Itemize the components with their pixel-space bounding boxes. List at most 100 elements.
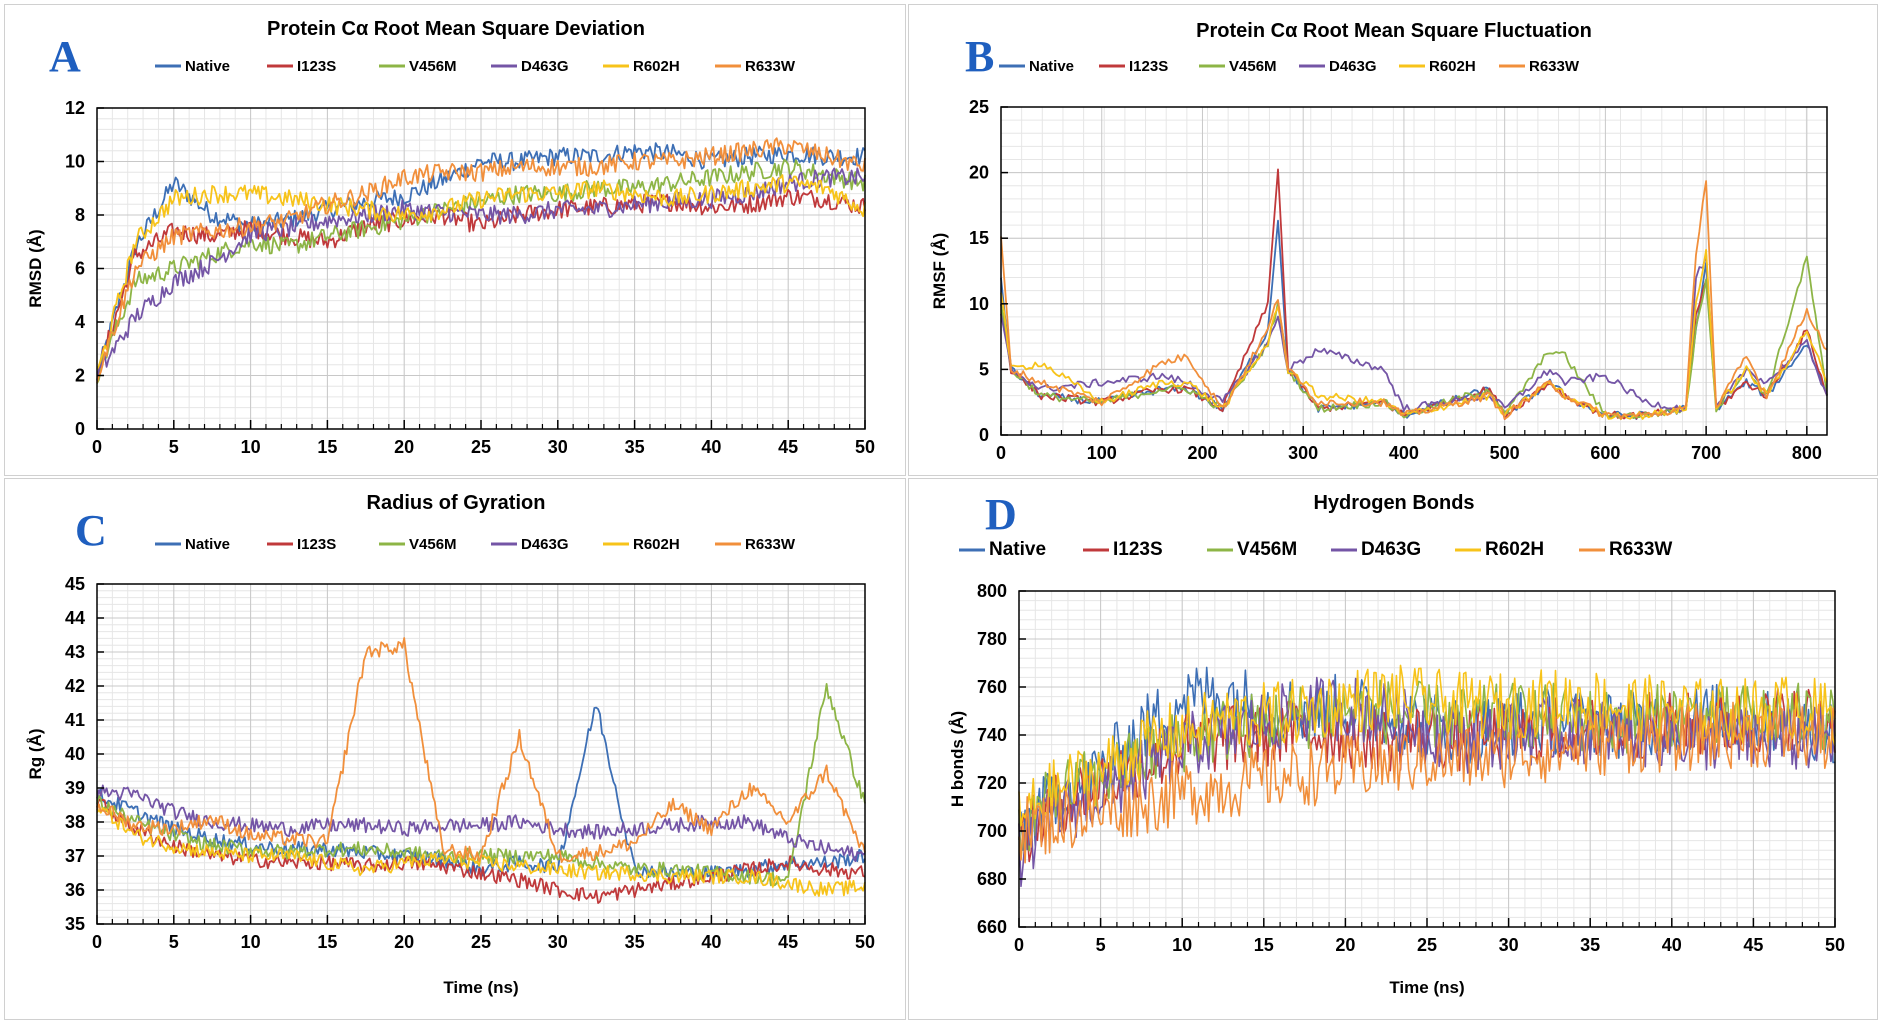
x-tick-label: 35 [625, 437, 645, 457]
y-tick-label: 680 [977, 869, 1007, 889]
x-tick-label: 800 [1792, 443, 1822, 463]
series-line-d463g [96, 167, 866, 381]
panel-d: D Hydrogen Bonds Native I123S V456M D463G R60… [908, 478, 1878, 1020]
y-tick-label: 39 [65, 778, 85, 798]
y-tick-label: 35 [65, 914, 85, 934]
panel-a: A Protein Cα Root Mean Square Deviation N… [4, 4, 906, 476]
legend-label: R633W [745, 58, 796, 75]
y-tick-label: 43 [65, 642, 85, 662]
y-tick-label: 41 [65, 710, 85, 730]
y-tick-label: 760 [977, 677, 1007, 697]
x-axis-label: Time (ns) [443, 978, 518, 997]
x-tick-label: 100 [1087, 443, 1117, 463]
legend-label: R633W [745, 536, 796, 553]
y-tick-label: 740 [977, 725, 1007, 745]
x-axis-label: Time (ns) [1389, 978, 1464, 997]
y-tick-label: 20 [969, 163, 989, 183]
y-tick-label: 44 [65, 608, 85, 628]
x-tick-label: 40 [701, 437, 721, 457]
series-line-r602h [96, 174, 866, 370]
x-tick-label: 40 [1662, 935, 1682, 955]
y-tick-label: 25 [969, 97, 989, 117]
y-tick-label: 40 [65, 744, 85, 764]
y-tick-label: 10 [65, 152, 85, 172]
x-tick-label: 400 [1389, 443, 1419, 463]
legend-label: R602H [1485, 539, 1544, 560]
x-tick-label: 15 [317, 932, 337, 952]
x-tick-label: 50 [1825, 935, 1845, 955]
legend-label: Native [1029, 58, 1074, 75]
x-tick-label: 20 [1335, 935, 1355, 955]
hbond-chart: Hydrogen Bonds Native I123S V456M D463G R602H… [948, 492, 1845, 997]
y-tick-label: 45 [65, 574, 85, 594]
legend-label: I123S [297, 536, 336, 553]
series-line-native [96, 142, 866, 374]
legend-label: I123S [1113, 539, 1163, 560]
legend-label: Native [185, 58, 230, 75]
series-line-r602h [1000, 248, 1828, 421]
x-tick-label: 45 [778, 437, 798, 457]
legend-label: D463G [521, 58, 569, 75]
y-tick-label: 2 [75, 366, 85, 386]
x-tick-label: 25 [471, 932, 491, 952]
x-tick-label: 600 [1590, 443, 1620, 463]
chart-title: Radius of Gyration [367, 492, 546, 514]
y-tick-label: 700 [977, 821, 1007, 841]
chart-title: Protein Cα Root Mean Square Deviation [267, 18, 645, 40]
x-tick-label: 30 [548, 932, 568, 952]
y-tick-label: 10 [969, 294, 989, 314]
legend-label: Native [989, 539, 1046, 560]
series-line-v456m [96, 158, 866, 384]
chart-title: Hydrogen Bonds [1313, 492, 1474, 514]
legend-label: I123S [297, 58, 336, 75]
y-tick-label: 38 [65, 812, 85, 832]
x-tick-label: 20 [394, 437, 414, 457]
series-line-r633w [1018, 701, 1836, 864]
panel-letter-a: A [49, 32, 81, 81]
x-tick-label: 0 [92, 437, 102, 457]
x-tick-label: 20 [394, 932, 414, 952]
series-line-r633w [96, 137, 866, 383]
y-tick-label: 0 [75, 419, 85, 439]
x-tick-label: 25 [1417, 935, 1437, 955]
x-tick-label: 45 [778, 932, 798, 952]
legend-label: V456M [1229, 58, 1277, 75]
y-axis-label: Rg (Å) [26, 729, 45, 780]
y-axis-label: RMSF (Å) [930, 233, 949, 309]
x-tick-label: 0 [996, 443, 1006, 463]
x-tick-label: 5 [169, 932, 179, 952]
legend-label: R633W [1529, 58, 1580, 75]
legend-label: R633W [1609, 539, 1672, 560]
legend-label: V456M [1237, 539, 1297, 560]
x-tick-label: 50 [855, 437, 875, 457]
y-tick-label: 660 [977, 917, 1007, 937]
x-tick-label: 10 [241, 932, 261, 952]
plot-frame [1000, 106, 1828, 436]
x-tick-label: 30 [548, 437, 568, 457]
legend-label: V456M [409, 58, 457, 75]
legend-label: R602H [633, 58, 680, 75]
legend-label: Native [185, 536, 230, 553]
y-tick-label: 8 [75, 205, 85, 225]
x-tick-label: 15 [1254, 935, 1274, 955]
panel-letter-c: C [75, 506, 107, 555]
series-line-r602h [1018, 664, 1836, 827]
x-tick-label: 5 [1096, 935, 1106, 955]
y-tick-label: 780 [977, 629, 1007, 649]
x-tick-label: 45 [1743, 935, 1763, 955]
y-tick-label: 15 [969, 228, 989, 248]
x-tick-label: 300 [1288, 443, 1318, 463]
legend-label: V456M [409, 536, 457, 553]
x-tick-label: 500 [1490, 443, 1520, 463]
x-tick-label: 10 [1172, 935, 1192, 955]
panel-letter-d: D [985, 490, 1017, 539]
y-tick-label: 5 [979, 359, 989, 379]
rmsd-chart: Protein Cα Root Mean Square Deviation Nat… [26, 18, 875, 457]
x-tick-label: 0 [1014, 935, 1024, 955]
panel-b: B Protein Cα Root Mean Square Fluctuatio… [908, 4, 1878, 476]
legend-label: D463G [1361, 539, 1421, 560]
y-tick-label: 800 [977, 581, 1007, 601]
legend-label: R602H [633, 536, 680, 553]
panel-c: C Radius of Gyration Native I123S V456M D463… [4, 478, 906, 1020]
rmsf-chart: Protein Cα Root Mean Square Fluctuation N… [930, 20, 1828, 463]
